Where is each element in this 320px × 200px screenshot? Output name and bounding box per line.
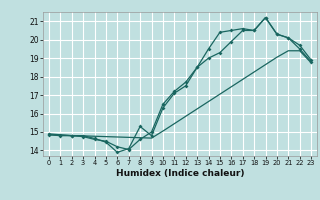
X-axis label: Humidex (Indice chaleur): Humidex (Indice chaleur) bbox=[116, 169, 244, 178]
